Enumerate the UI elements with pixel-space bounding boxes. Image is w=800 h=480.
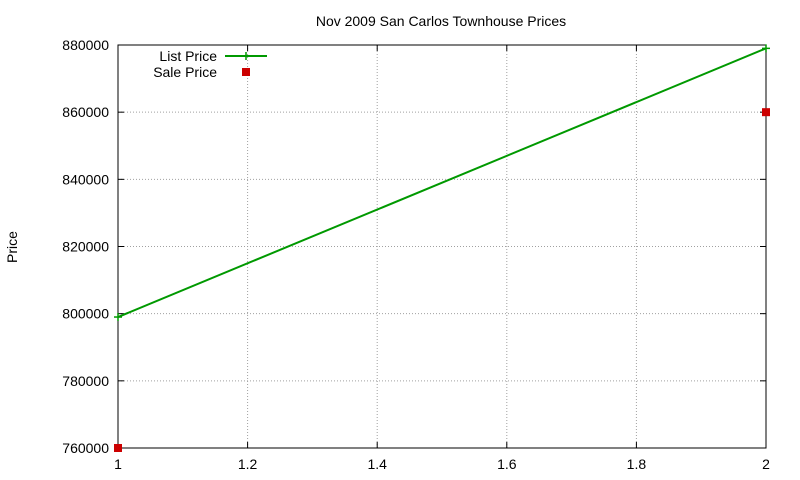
series-line bbox=[117, 47, 767, 318]
series-0 bbox=[114, 44, 770, 322]
y-tick-label: 820000 bbox=[62, 239, 109, 255]
x-tick-label: 1.6 bbox=[497, 456, 517, 472]
y-tick-label: 760000 bbox=[62, 440, 109, 456]
x-tick-label: 1.8 bbox=[627, 456, 647, 472]
data-point bbox=[114, 444, 122, 452]
y-tick-label: 800000 bbox=[62, 306, 109, 322]
legend-label: List Price bbox=[159, 48, 217, 64]
series-1 bbox=[114, 108, 770, 452]
y-tick-label: 880000 bbox=[62, 37, 109, 53]
legend-marker bbox=[242, 68, 250, 76]
data-point bbox=[762, 44, 770, 53]
legend-marker bbox=[242, 52, 250, 60]
x-tick-label: 1 bbox=[114, 456, 122, 472]
grid bbox=[118, 45, 766, 448]
y-tick-label: 780000 bbox=[62, 373, 109, 389]
y-axis-label: Price bbox=[4, 231, 20, 263]
series bbox=[114, 44, 770, 452]
x-tick-label: 1.2 bbox=[238, 456, 258, 472]
x-tick-label: 1.4 bbox=[367, 456, 387, 472]
y-tick-label: 860000 bbox=[62, 104, 109, 120]
data-point bbox=[762, 108, 770, 117]
data-point bbox=[114, 313, 122, 322]
axis-ticks: 760000 780000 800000 820000 840000 860000 8800… bbox=[62, 37, 770, 472]
x-tick-label: 2 bbox=[762, 456, 770, 472]
chart-title: Nov 2009 San Carlos Townhouse Prices bbox=[316, 13, 566, 29]
y-tick-label: 840000 bbox=[62, 171, 109, 187]
legend-label: Sale Price bbox=[153, 64, 217, 80]
